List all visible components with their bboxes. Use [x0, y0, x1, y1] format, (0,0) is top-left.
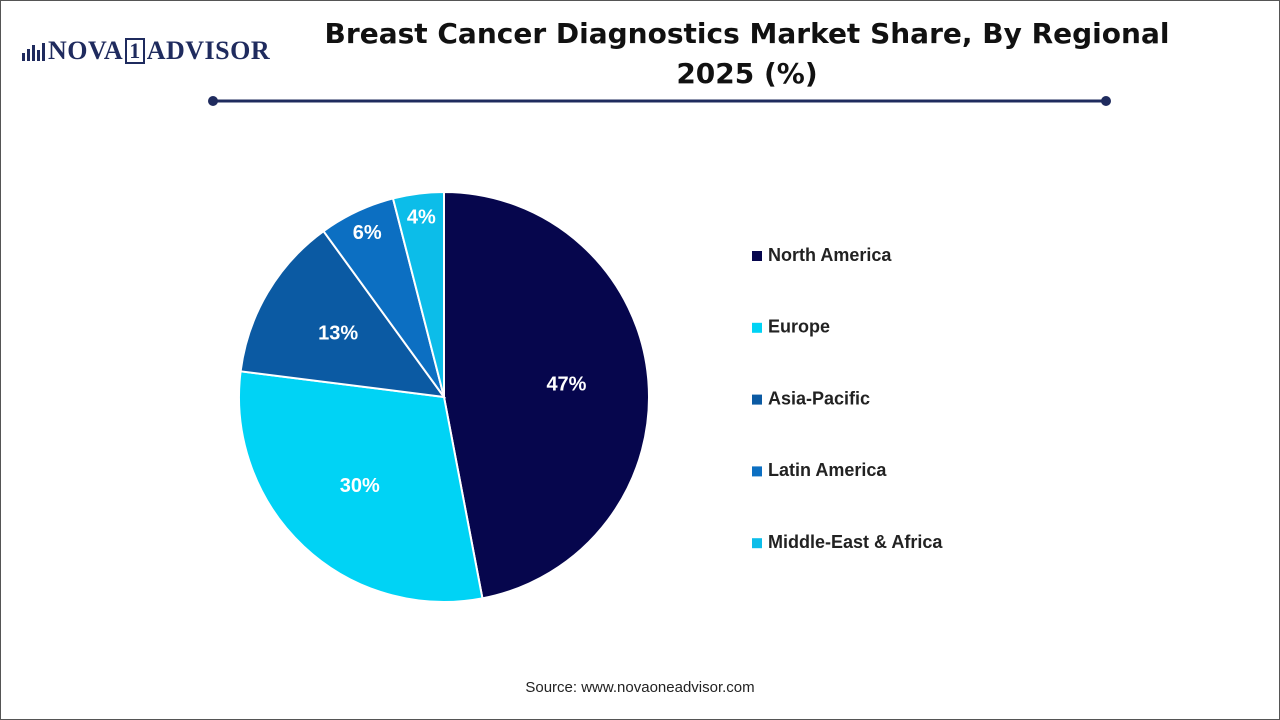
data-label: 13% [318, 323, 358, 345]
logo-text: ADVISOR [146, 36, 271, 65]
legend-label: Asia-Pacific [768, 388, 870, 408]
legend-label: Middle-East & Africa [768, 532, 943, 552]
pie-slice [391, 190, 445, 398]
legend-swatch [752, 322, 762, 333]
legend-swatch [752, 466, 762, 477]
pie-slice [238, 370, 484, 603]
logo-text: NOVA [48, 36, 124, 65]
source-note: Source: www.novaoneadvisor.com [525, 679, 755, 696]
legend-swatch [752, 251, 762, 261]
title-rule-dot [208, 96, 218, 106]
data-label: 4% [407, 206, 436, 228]
logo-icon [22, 43, 45, 61]
chart-title: Breast Cancer Diagnostics Market Share, … [324, 17, 1170, 90]
logo-text: 1 [125, 38, 145, 64]
title-rule-dot [1101, 96, 1111, 106]
data-label: 30% [340, 475, 380, 497]
data-label: 47% [546, 374, 586, 396]
legend-swatch [752, 538, 762, 549]
pie-slice [443, 190, 650, 600]
legend-label: Latin America [768, 460, 887, 480]
legend-label: North America [768, 245, 892, 265]
legend-label: Europe [768, 317, 830, 337]
pie-slice [239, 229, 447, 399]
legend-swatch [752, 394, 762, 405]
logo: NOVA 1 ADVISOR [22, 36, 270, 66]
data-label: 6% [353, 222, 382, 244]
